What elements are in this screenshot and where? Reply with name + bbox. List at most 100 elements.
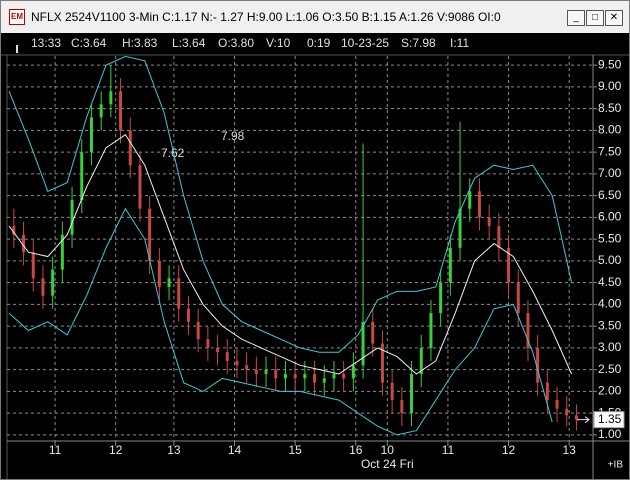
candle-body <box>313 374 317 383</box>
maximize-button[interactable]: □ <box>586 10 604 26</box>
candle-body <box>429 313 433 348</box>
info-item: O:3.80 <box>218 36 254 50</box>
candle-body <box>545 382 549 401</box>
y-tick-label: 2.00 <box>598 384 622 398</box>
candle-body <box>41 278 45 296</box>
candle-body <box>51 269 55 296</box>
info-item: S:7.98 <box>401 36 436 50</box>
x-tick-label: 14 <box>228 443 242 457</box>
indicator-line <box>8 56 573 353</box>
candle-body <box>70 199 74 235</box>
candle-body <box>216 347 220 353</box>
candle-body <box>574 415 578 420</box>
candle-body <box>138 165 142 209</box>
price-tag-box <box>593 411 625 429</box>
candle-body <box>536 347 540 383</box>
y-tick-label: 6.00 <box>598 210 622 224</box>
candle-body <box>99 104 103 118</box>
info-item: L:3.64 <box>172 36 206 50</box>
candle-body <box>60 234 64 270</box>
window-title: NFLX 2524V1100 3-Min C:1.17 N:- 1.27 H:9… <box>31 10 501 24</box>
info-item: I:11 <box>450 36 469 50</box>
y-tick-label: 4.00 <box>598 297 622 311</box>
candle-body <box>293 374 297 379</box>
candle-body <box>497 226 501 248</box>
candle-body <box>206 339 210 348</box>
candle-body <box>555 400 559 409</box>
x-tick-label: 11 <box>49 443 62 457</box>
app-icon: EM <box>9 9 25 25</box>
candle-body <box>371 321 375 344</box>
candle-body <box>89 117 93 153</box>
indicator-line <box>8 134 573 375</box>
x-tick-label: 13 <box>167 443 181 457</box>
candle-body <box>31 252 35 279</box>
candle-body <box>380 343 384 383</box>
x-tick-label: 12 <box>109 443 123 457</box>
candle-body <box>332 374 336 379</box>
y-tick-label: 3.50 <box>598 318 622 332</box>
y-tick-label: 2.50 <box>598 362 622 376</box>
y-tick-label: 7.50 <box>598 144 622 158</box>
chart: 13:33 C:3.64 H:3.83 L:3.64 O:3.80 V:10 0:19 10-… <box>1 33 629 479</box>
indicator-line <box>8 207 553 436</box>
candle-body <box>274 369 278 379</box>
candle-body <box>225 352 229 361</box>
candle-body <box>167 278 171 287</box>
candle-body <box>526 313 530 348</box>
candle-body <box>342 374 346 379</box>
candle-body <box>477 191 481 218</box>
candle-body <box>119 91 123 131</box>
candle-body <box>303 374 307 379</box>
cursor-marker <box>16 45 18 53</box>
candle-body <box>177 278 181 309</box>
annotation: 7.98 <box>221 129 245 143</box>
y-tick-label: 8.50 <box>598 101 622 115</box>
minimize-button[interactable]: _ <box>567 10 585 26</box>
candle-body <box>196 321 200 340</box>
x-tick-label: 16 <box>349 443 363 457</box>
candle-body <box>322 378 326 383</box>
candle-body <box>419 347 423 375</box>
candle-body <box>390 382 394 401</box>
info-item: 0:19 <box>307 36 331 50</box>
y-tick-label: 9.50 <box>598 57 622 71</box>
info-item: 13:33 <box>31 36 61 50</box>
y-tick-label: 3.00 <box>598 340 622 354</box>
candle-body <box>80 152 84 200</box>
candle-body <box>400 400 404 414</box>
candle-body <box>128 130 132 166</box>
price-arrow <box>577 416 590 424</box>
candle-body <box>235 360 239 366</box>
candle-body <box>109 91 113 105</box>
candle-body <box>458 208 462 248</box>
candle-body <box>351 365 355 379</box>
candle-body <box>22 234 26 253</box>
y-tick-label: 6.50 <box>598 188 622 202</box>
y-tick-label: 1.00 <box>598 427 622 441</box>
candle-body <box>186 308 190 322</box>
candle-body <box>283 374 287 379</box>
candle-body <box>468 191 472 209</box>
candle-body <box>361 321 365 366</box>
y-tick-label: 8.00 <box>598 123 622 137</box>
x-tick-label: 12 <box>502 443 516 457</box>
candle-body <box>565 408 569 416</box>
y-tick-label: 4.50 <box>598 275 622 289</box>
x-tick-label: 13 <box>562 443 576 457</box>
info-item: H:3.83 <box>122 36 158 50</box>
x-tick-label: 11 <box>442 443 455 457</box>
candle-body <box>516 282 520 314</box>
candle-body <box>439 282 443 314</box>
title-bar: EM NFLX 2524V1100 3-Min C:1.17 N:- 1.27 … <box>1 1 629 33</box>
candle-body <box>148 208 152 261</box>
candle-body <box>507 247 511 283</box>
info-item: C:3.64 <box>71 36 107 50</box>
price-tag: 1.35 <box>598 412 622 426</box>
candle-body <box>410 374 414 414</box>
y-tick-label: 5.00 <box>598 253 622 267</box>
x-tick-label: 10 <box>381 443 395 457</box>
candle-body <box>487 217 491 227</box>
close-button[interactable]: ✕ <box>605 10 623 26</box>
